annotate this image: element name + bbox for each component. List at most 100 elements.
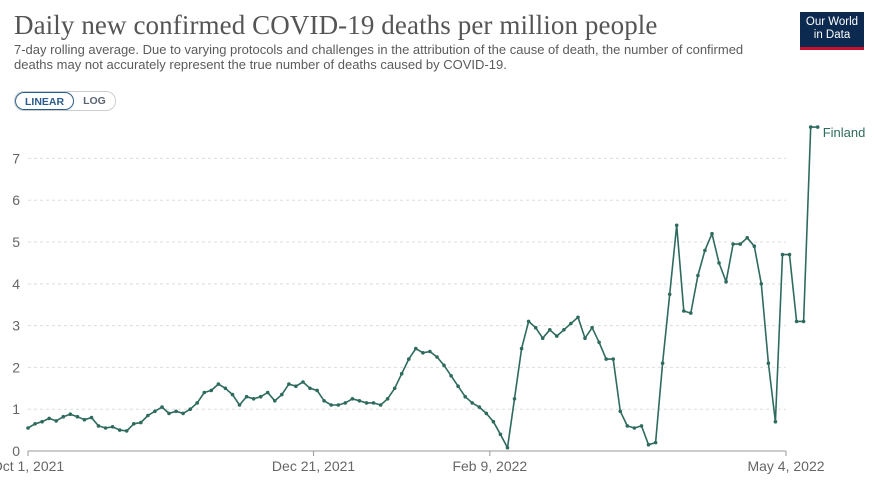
data-point [188,407,192,412]
data-point [26,426,30,430]
data-point [414,346,418,351]
data-point [689,311,693,315]
data-point [562,328,566,332]
data-point [696,273,700,278]
data-point [653,440,658,445]
data-point [660,361,665,366]
data-point [555,334,559,338]
data-point [287,382,291,386]
x-tick-label: May 4, 2022 [747,458,824,474]
data-point [343,401,348,405]
data-point [110,425,115,429]
series-layer: Finland [26,125,866,450]
data-point [202,390,207,395]
data-point [590,325,594,330]
data-point [815,125,820,129]
data-point [146,413,150,418]
data-point [632,426,637,430]
data-point [646,442,651,447]
data-point [392,386,397,391]
data-point [583,336,587,341]
data-point [682,309,686,313]
data-point [322,399,326,403]
data-point [773,419,778,424]
data-point [357,399,362,403]
data-point [385,397,390,401]
data-point [794,319,799,324]
data-point [244,394,249,399]
data-point [124,429,129,433]
data-point [724,279,728,284]
data-point [484,411,489,416]
data-point [75,414,80,419]
data-point [540,336,545,341]
data-point [407,357,411,361]
y-tick-label: 7 [12,150,20,166]
data-point [808,125,813,129]
x-tick-label: Oct 1, 2021 [0,458,64,474]
data-point [364,401,369,405]
data-point [160,405,164,409]
data-point [625,424,630,428]
data-point [167,411,171,416]
data-point [47,416,51,421]
data-point [498,432,503,437]
data-point [463,394,468,399]
data-point [738,242,742,246]
data-point [117,428,122,432]
data-point [766,361,771,366]
y-tick-label: 1 [12,401,20,417]
linear-scale-button[interactable]: LINEAR [15,92,75,110]
data-point [378,403,383,407]
owid-logo[interactable]: Our World in Data [800,12,864,50]
data-point [237,403,242,407]
data-point [209,388,214,393]
data-point [329,403,334,407]
data-point [139,420,143,425]
data-point [449,374,453,378]
data-point [96,424,101,428]
data-point [618,409,623,414]
data-point [717,261,721,265]
y-tick-label: 6 [12,192,20,208]
data-point [533,325,538,330]
data-point [82,417,87,422]
data-point [336,403,341,407]
data-point [273,399,277,403]
data-point [787,252,792,257]
data-point [604,357,608,361]
y-axis-ticks: 0 1 2 3 4 5 6 7 [12,150,20,459]
data-point [280,392,284,397]
data-point [428,349,432,354]
data-point [519,346,524,351]
data-point [442,363,446,368]
data-point [780,252,785,257]
data-point [132,422,136,426]
data-point [223,386,228,391]
data-point [703,248,707,253]
scale-toggle: LINEAR LOG [14,91,116,111]
data-point [308,386,312,391]
data-point [491,419,496,424]
data-point [801,319,806,324]
data-point [371,401,376,405]
data-point [548,328,552,332]
data-point [195,401,199,405]
data-point [251,397,256,401]
data-point [435,355,439,359]
x-tick-label: Feb 9, 2022 [452,458,527,474]
chart-title: Daily new confirmed COVID-19 deaths per … [14,10,658,40]
gridlines [28,157,786,410]
y-tick-label: 3 [12,318,20,334]
series-label-finland: Finland [823,125,866,140]
logo-line-1: Our World [805,16,859,28]
y-tick-label: 5 [12,234,20,250]
series-line-finland [27,126,818,449]
data-point [674,223,679,228]
data-point [421,351,425,355]
data-point [526,319,531,324]
log-scale-button[interactable]: LOG [74,92,115,110]
data-point [611,357,615,361]
data-point [505,445,510,450]
